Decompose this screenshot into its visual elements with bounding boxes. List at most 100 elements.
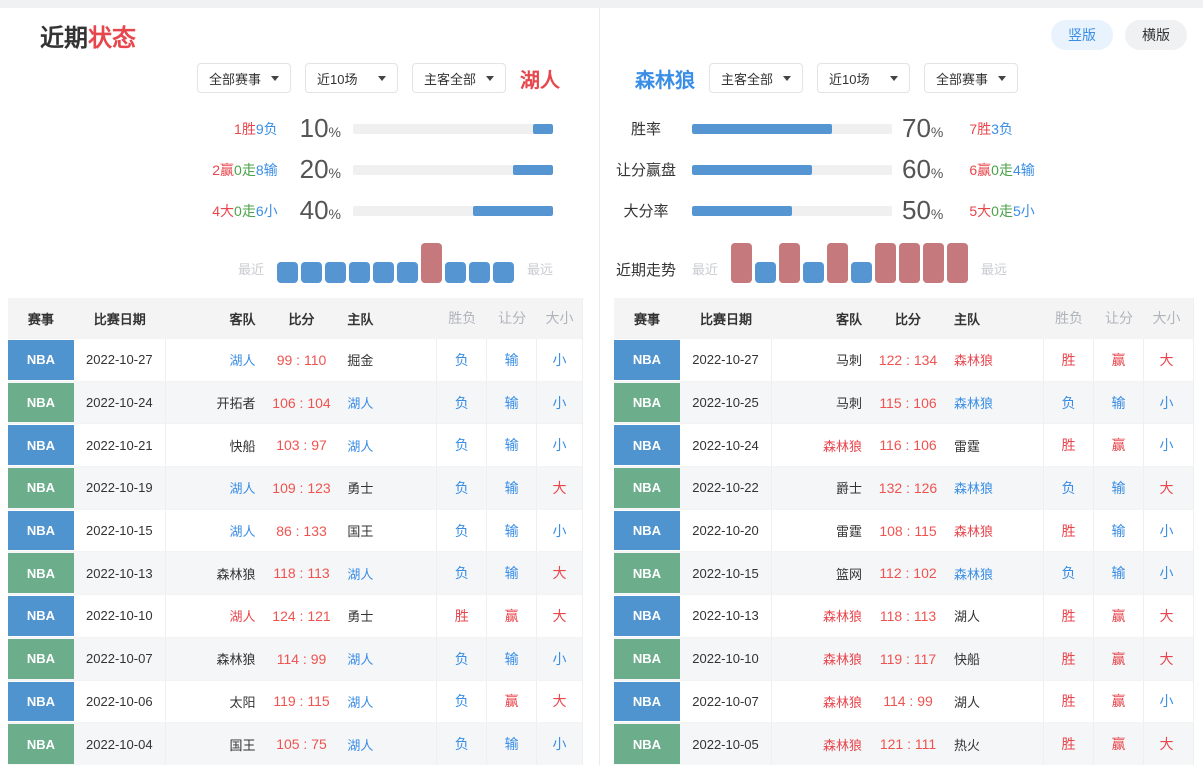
column-header: 赛事 [633, 311, 660, 327]
outcome-cell: 胜 [1044, 637, 1094, 680]
total-cell: 小 [552, 394, 567, 411]
record-part: 4大 [212, 202, 235, 219]
match-date: 2022-10-21 [74, 424, 166, 467]
right-filters: 森林狼 主客全部 近10场 全部赛事 [600, 63, 1203, 93]
table-header-row: 赛事 比赛日期 客队 比分 主队 胜负 让分 大小 [614, 298, 1193, 338]
column-header: 比赛日期 [699, 311, 752, 327]
outcome-cell: 负 [437, 680, 488, 723]
match-date: 2022-10-13 [74, 552, 166, 595]
home-team: 勇士 [341, 467, 438, 509]
league-cell: NBA [614, 510, 680, 552]
right-team-name: 森林狼 [635, 69, 695, 92]
percent-sign: % [930, 165, 944, 181]
total-cell: 大 [1159, 479, 1174, 496]
left-matches-table: 赛事 比赛日期 客队 比分 主队 胜负 让分 大小 NBA 2022-10-27 湖人 99 : 11… [8, 298, 583, 765]
match-date: 2022-10-10 [680, 637, 772, 680]
league-badge: NBA [8, 382, 74, 423]
outcome-cell: 负 [437, 723, 488, 765]
total-cell: 大 [552, 693, 567, 710]
total-cell: 小 [552, 351, 567, 368]
total-cell: 小 [1159, 565, 1174, 582]
league-cell: NBA [8, 552, 74, 594]
match-date: 2022-10-13 [680, 595, 772, 637]
away-team: 森林狼 [216, 566, 256, 582]
home-team: 湖人 [341, 637, 438, 680]
home-team: 湖人 [948, 680, 1044, 723]
column-header: 胜负 [1055, 310, 1083, 326]
left-pct-1: 20% [300, 154, 341, 185]
match-date: 2022-10-07 [680, 680, 772, 723]
horizontal-view-button[interactable]: 横版 [1125, 20, 1187, 50]
away-team: 森林狼 [822, 694, 862, 710]
away-team: 森林狼 [822, 652, 862, 668]
score: 108 : 115 [879, 522, 937, 539]
percent-sign: % [328, 206, 341, 222]
column-header: 让分 [1105, 310, 1133, 326]
right-trend-near-label: 最近 [692, 262, 719, 277]
home-team: 湖人 [341, 552, 438, 595]
right-home-away-select[interactable]: 主客全部 [709, 63, 804, 93]
home-team: 热火 [948, 723, 1044, 765]
right-record-1: 6赢0走4输 [969, 160, 1034, 180]
column-header: 主队 [954, 311, 981, 327]
away-team: 森林狼 [216, 652, 256, 668]
left-bar-2 [353, 205, 553, 216]
score: 112 : 102 [879, 565, 937, 582]
league-badge: NBA [8, 596, 74, 636]
chevron-down-icon [998, 75, 1007, 81]
league-badge: NBA [8, 724, 74, 764]
handicap-row: 2赢0走8输 20% 让分赢盘 60% 6赢0走4输 [0, 149, 1203, 190]
match-row: NBA 2022-10-19 湖人 109 : 123 勇士负输大 [8, 466, 582, 509]
away-team: 湖人 [229, 609, 256, 625]
outcome-cell: 负 [1044, 467, 1094, 509]
match-date: 2022-10-22 [680, 467, 772, 509]
column-header: 主队 [347, 311, 374, 327]
league-cell: NBA [614, 552, 680, 594]
left-competition-select[interactable]: 全部赛事 [196, 63, 291, 93]
score: 132 : 126 [878, 479, 938, 496]
total-cell: 大 [552, 479, 567, 496]
league-cell: NBA [614, 723, 680, 765]
total-cell: 小 [1159, 437, 1174, 454]
record-part: 3负 [991, 120, 1013, 137]
outcome-cell: 负 [1044, 552, 1094, 595]
left-recent-games-select[interactable]: 近10场 [304, 63, 398, 93]
trend-loss-bar [396, 262, 418, 283]
column-header: 比赛日期 [93, 311, 146, 327]
outcome-cell: 负 [437, 467, 488, 509]
trend-loss-bar [348, 262, 370, 283]
column-header: 比分 [894, 311, 921, 327]
percent-value: 60 [902, 154, 931, 184]
total-cell: 大 [1159, 607, 1174, 624]
spread-cell: 赢 [1094, 680, 1144, 723]
right-competition-select[interactable]: 全部赛事 [924, 63, 1019, 93]
outcome-cell: 负 [437, 381, 488, 424]
left-pct-0: 10% [300, 113, 341, 144]
outcome-cell: 胜 [1044, 595, 1094, 637]
league-badge: NBA [614, 638, 680, 679]
match-row: NBA 2022-10-27 湖人 99 : 110 掘金负输小 [8, 338, 582, 381]
record-part: 5大 [969, 202, 992, 219]
right-recent-games-select[interactable]: 近10场 [817, 63, 911, 93]
away-team: 马刺 [835, 396, 862, 412]
total-cell: 小 [552, 522, 567, 539]
spread-cell: 输 [487, 552, 538, 595]
score: 118 : 113 [273, 565, 330, 582]
trend-win-bar [827, 243, 849, 283]
match-date: 2022-10-27 [680, 339, 772, 381]
league-cell: NBA [8, 339, 74, 381]
score: 124 : 121 [272, 607, 331, 624]
trend-win-bar [899, 243, 921, 283]
match-row: NBA 2022-10-24 开拓者 106 : 104 湖人负输小 [8, 380, 582, 424]
right-bar-1 [692, 164, 892, 175]
outcome-cell: 胜 [437, 595, 488, 637]
spread-cell: 输 [487, 723, 538, 765]
left-home-away-select[interactable]: 主客全部 [411, 63, 506, 93]
home-team: 森林狼 [948, 339, 1044, 381]
score: 86 : 133 [276, 522, 327, 539]
spread-cell: 输 [1094, 552, 1144, 595]
chevron-down-icon [270, 75, 279, 81]
column-header: 让分 [498, 310, 527, 326]
score: 122 : 134 [878, 351, 938, 368]
vertical-view-button[interactable]: 竖版 [1051, 20, 1113, 50]
